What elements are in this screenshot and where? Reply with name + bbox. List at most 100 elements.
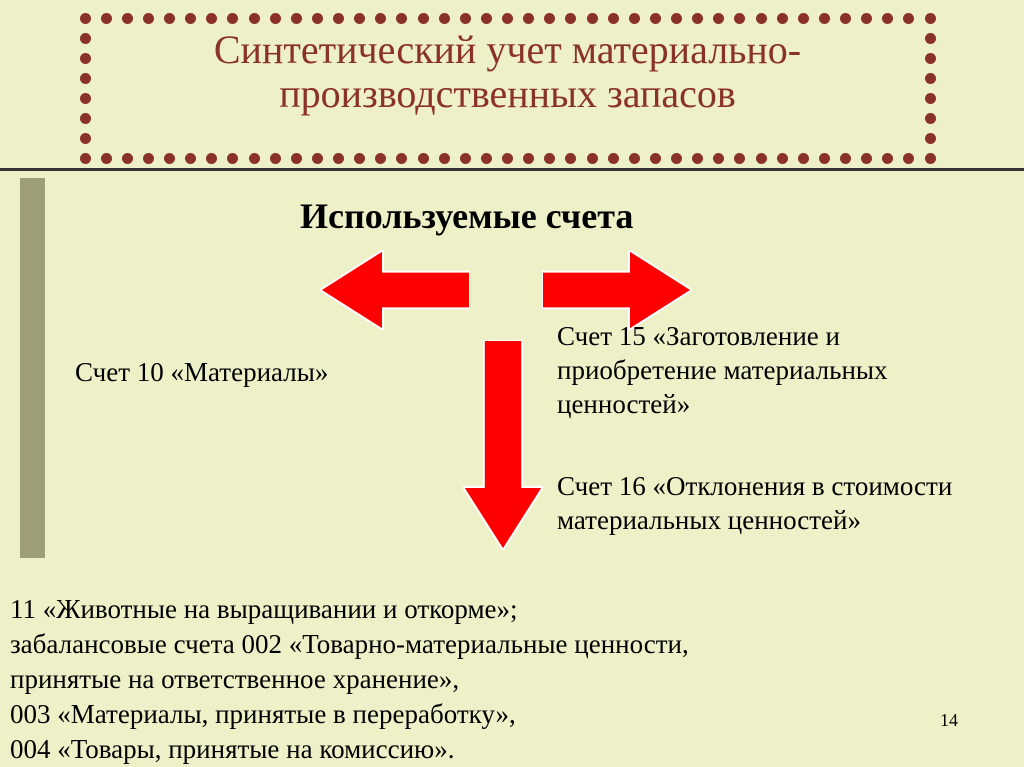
slide: Синтетический учет материально- производ…: [0, 0, 1024, 767]
border-dot: [608, 153, 619, 164]
arrow-left-icon: [320, 250, 470, 330]
arrow-right-icon: [542, 250, 692, 330]
border-dot: [143, 13, 154, 24]
account-16-label: Счет 16 «Отклонения в стоимости материал…: [557, 470, 977, 538]
border-dot: [206, 13, 217, 24]
border-dot: [333, 13, 344, 24]
border-dot: [80, 153, 91, 164]
border-dot: [291, 153, 302, 164]
border-dot: [692, 13, 703, 24]
border-dot: [587, 13, 598, 24]
border-dot: [671, 13, 682, 24]
border-dot: [671, 153, 682, 164]
border-dot: [840, 13, 851, 24]
border-dot: [396, 153, 407, 164]
border-dot: [80, 33, 91, 44]
border-dot: [903, 153, 914, 164]
border-dot: [270, 13, 281, 24]
border-dot: [164, 13, 175, 24]
border-dot: [629, 13, 640, 24]
list-line: 004 «Товары, принятые на комиссию».: [10, 732, 1010, 767]
border-dot: [734, 153, 745, 164]
border-dot: [925, 133, 936, 144]
border-dot: [375, 153, 386, 164]
border-dot: [819, 13, 830, 24]
border-dot: [206, 153, 217, 164]
border-dot: [481, 153, 492, 164]
border-dot: [164, 153, 175, 164]
border-dot: [502, 13, 513, 24]
border-dot: [375, 13, 386, 24]
border-dot: [354, 13, 365, 24]
border-dot: [882, 13, 893, 24]
border-dot: [185, 13, 196, 24]
border-dot: [249, 13, 260, 24]
border-dot: [925, 33, 936, 44]
border-dot: [249, 153, 260, 164]
arrow-down-icon: [463, 340, 543, 550]
horizontal-rule: [0, 168, 1024, 171]
border-dot: [122, 13, 133, 24]
border-dot: [185, 153, 196, 164]
left-accent-bar: [20, 178, 45, 558]
border-dot: [925, 93, 936, 104]
border-dot: [418, 13, 429, 24]
border-dot: [565, 153, 576, 164]
border-dot: [312, 153, 323, 164]
border-dot: [354, 153, 365, 164]
border-dot: [819, 153, 830, 164]
border-dot: [80, 13, 91, 24]
border-dot: [333, 153, 344, 164]
border-dot: [925, 13, 936, 24]
border-dot: [227, 13, 238, 24]
border-dot: [122, 153, 133, 164]
border-dot: [650, 13, 661, 24]
border-dot: [80, 93, 91, 104]
border-dot: [777, 153, 788, 164]
border-dot: [523, 13, 534, 24]
list-line: 11 «Животные на выращивании и откорме»;: [10, 592, 1010, 627]
border-dot: [523, 153, 534, 164]
title-box: Синтетический учет материально- производ…: [85, 28, 930, 116]
border-dot: [312, 13, 323, 24]
border-dot: [460, 153, 471, 164]
other-accounts-list: 11 «Животные на выращивании и откорме»;з…: [10, 592, 1010, 767]
border-dot: [925, 53, 936, 64]
border-dot: [291, 13, 302, 24]
list-line: принятые на ответственное хранение»,: [10, 662, 1010, 697]
border-dot: [756, 153, 767, 164]
account-10-label: Счет 10 «Материалы»: [75, 356, 375, 390]
title-line-1: Синтетический учет материально-: [214, 27, 801, 72]
border-dot: [861, 153, 872, 164]
border-dot: [101, 153, 112, 164]
border-dot: [544, 153, 555, 164]
border-dot: [101, 13, 112, 24]
border-dot: [418, 153, 429, 164]
border-dot: [80, 113, 91, 124]
title-line-2: производственных запасов: [279, 71, 736, 116]
border-dot: [396, 13, 407, 24]
border-dot: [629, 153, 640, 164]
page-number: 14: [940, 710, 958, 731]
border-dot: [460, 13, 471, 24]
border-dot: [734, 13, 745, 24]
border-dot: [756, 13, 767, 24]
border-dot: [713, 13, 724, 24]
border-dot: [692, 153, 703, 164]
list-line: забалансовые счета 002 «Товарно-материал…: [10, 627, 1010, 662]
border-dot: [840, 153, 851, 164]
border-dot: [80, 53, 91, 64]
border-dot: [798, 13, 809, 24]
border-dot: [861, 13, 872, 24]
border-dot: [608, 13, 619, 24]
border-dot: [227, 153, 238, 164]
border-dot: [587, 153, 598, 164]
border-dot: [925, 73, 936, 84]
border-dot: [798, 153, 809, 164]
border-dot: [565, 13, 576, 24]
border-dot: [80, 73, 91, 84]
border-dot: [80, 133, 91, 144]
border-dot: [650, 153, 661, 164]
border-dot: [502, 153, 513, 164]
border-dot: [439, 13, 450, 24]
